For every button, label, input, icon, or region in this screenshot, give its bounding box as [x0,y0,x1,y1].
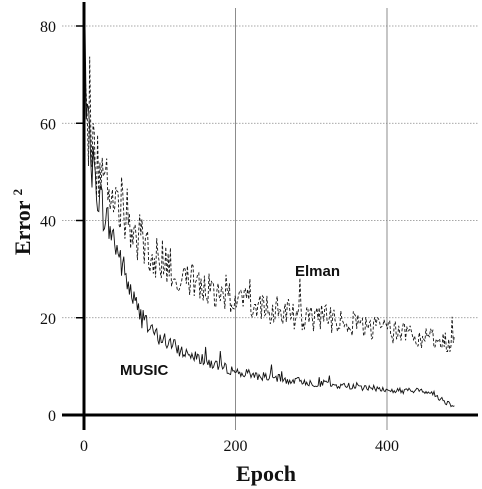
y-tick-label: 40 [40,214,56,231]
series-labels: Elman MUSIC [120,263,340,379]
y-tick-label: 0 [48,408,56,425]
series-line-music [83,29,455,408]
y-tick-label: 80 [40,19,56,36]
series-label-music: MUSIC [120,362,169,379]
tick-labels: 0 20 40 60 80 0 200 400 [40,19,399,455]
axis-titles: Epoch Error 2 [10,189,296,486]
x-axis-title: Epoch [236,461,296,486]
y-axis-title-text: Error [10,195,35,255]
axes [62,2,478,430]
y-tick-label: 20 [40,311,56,328]
series-lines [83,29,455,408]
y-axis-title: Error 2 [10,189,35,255]
x-tick-label: 200 [224,438,248,455]
y-axis-title-superscript: 2 [10,189,25,196]
y-tick-label: 60 [40,116,56,133]
x-tick-label: 400 [375,438,399,455]
series-line-elman [83,56,455,353]
series-label-elman: Elman [295,263,340,280]
x-tick-label: 0 [80,438,88,455]
